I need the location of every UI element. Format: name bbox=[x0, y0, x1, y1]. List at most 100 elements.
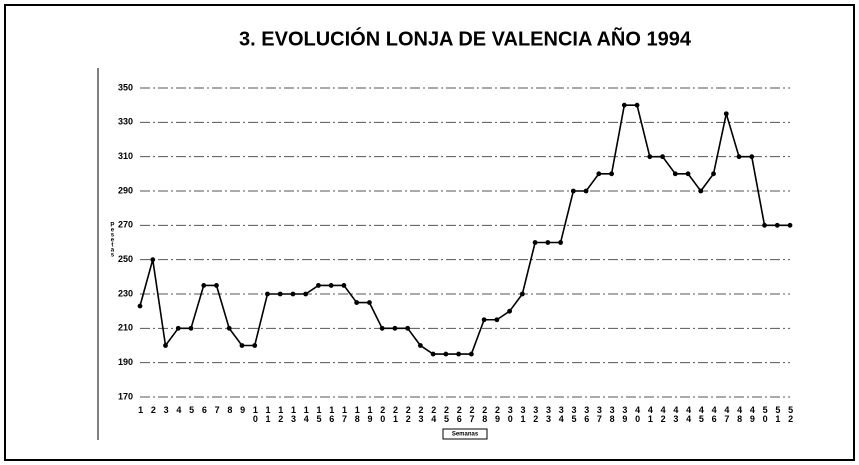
point bbox=[685, 171, 691, 177]
x-tick-label: 15 bbox=[314, 405, 324, 423]
point bbox=[226, 325, 232, 331]
point bbox=[328, 283, 334, 288]
point bbox=[647, 154, 653, 160]
y-tick-label: 190 bbox=[118, 357, 133, 367]
x-tick-label: 35 bbox=[569, 405, 579, 423]
x-tick-label: 7 bbox=[212, 405, 222, 414]
point bbox=[354, 300, 360, 305]
y-tick-label: 230 bbox=[118, 288, 133, 298]
x-tick-label: 14 bbox=[301, 405, 311, 423]
x-tick-label: 44 bbox=[684, 405, 694, 423]
x-label-box bbox=[442, 428, 488, 440]
x-tick-label: 31 bbox=[518, 405, 528, 423]
x-tick-label: 29 bbox=[492, 405, 502, 423]
point bbox=[532, 240, 538, 245]
point bbox=[417, 343, 423, 348]
x-tick-label: 18 bbox=[352, 405, 362, 423]
point bbox=[711, 171, 716, 177]
x-tick-label: 27 bbox=[467, 405, 477, 423]
point bbox=[698, 188, 704, 194]
point bbox=[660, 154, 665, 160]
point bbox=[609, 171, 614, 177]
point bbox=[545, 240, 551, 245]
x-tick-label: 23 bbox=[416, 405, 426, 423]
y-axis-label: Pesetas bbox=[109, 223, 115, 258]
y-tick-label: 250 bbox=[118, 254, 133, 264]
point bbox=[277, 291, 283, 297]
x-tick-label: 47 bbox=[722, 405, 732, 423]
line bbox=[139, 104, 790, 355]
point bbox=[634, 102, 640, 108]
point bbox=[456, 351, 462, 357]
x-tick-label: 3 bbox=[161, 405, 171, 414]
point bbox=[583, 188, 589, 194]
x-tick-label: 21 bbox=[391, 405, 401, 423]
point bbox=[379, 325, 385, 331]
x-tick-label: 4 bbox=[174, 405, 184, 414]
point bbox=[468, 351, 474, 357]
point bbox=[239, 343, 245, 348]
point bbox=[774, 222, 780, 228]
x-tick-label: 6 bbox=[199, 405, 209, 414]
x-tick-label: 13 bbox=[289, 405, 299, 423]
point bbox=[392, 325, 398, 331]
x-tick-label: 25 bbox=[442, 405, 452, 423]
x-tick-label: 49 bbox=[747, 405, 757, 423]
y-tick-label: 270 bbox=[118, 220, 133, 230]
x-tick-label: 19 bbox=[365, 405, 375, 423]
point bbox=[507, 308, 513, 314]
point bbox=[558, 240, 563, 245]
x-tick-label: 28 bbox=[480, 405, 490, 423]
point bbox=[252, 343, 258, 348]
point bbox=[265, 291, 270, 297]
x-tick-label: 40 bbox=[633, 405, 643, 423]
x-tick-label: 32 bbox=[531, 405, 541, 423]
x-tick-label: 16 bbox=[327, 405, 337, 423]
x-tick-label: 34 bbox=[556, 405, 566, 423]
x-tick-label: 36 bbox=[582, 405, 592, 423]
point bbox=[201, 283, 207, 288]
x-tick-label: 17 bbox=[340, 405, 350, 423]
y-tick-label: 350 bbox=[118, 82, 133, 92]
point bbox=[672, 171, 678, 177]
x-tick-label: 10 bbox=[250, 405, 260, 423]
x-tick-label: 9 bbox=[238, 405, 248, 414]
x-tick-label: 24 bbox=[429, 405, 439, 423]
point bbox=[175, 325, 181, 331]
y-tick-label: 290 bbox=[118, 185, 133, 195]
x-tick-label: 45 bbox=[696, 405, 706, 423]
x-tick-label: 37 bbox=[594, 405, 604, 423]
x-tick-label: 38 bbox=[607, 405, 617, 423]
x-tick-label: 50 bbox=[760, 405, 770, 423]
x-tick-label: 41 bbox=[645, 405, 655, 423]
point bbox=[316, 283, 321, 288]
y-tick-label: 330 bbox=[118, 117, 133, 127]
frame bbox=[4, 4, 855, 461]
point bbox=[519, 291, 525, 297]
x-tick-label: 48 bbox=[735, 405, 745, 423]
point bbox=[137, 303, 143, 309]
y-tick-label: 170 bbox=[118, 391, 133, 401]
point bbox=[290, 291, 296, 297]
x-tick-label: 42 bbox=[658, 405, 668, 423]
point bbox=[214, 283, 219, 288]
point bbox=[570, 188, 576, 194]
x-tick-label: 30 bbox=[505, 405, 515, 423]
point bbox=[150, 257, 156, 263]
x-tick-label: 26 bbox=[454, 405, 464, 423]
point bbox=[596, 171, 602, 177]
point bbox=[736, 154, 742, 160]
point bbox=[481, 317, 487, 323]
point bbox=[723, 111, 729, 117]
point bbox=[621, 102, 627, 108]
x-tick-label: 33 bbox=[543, 405, 553, 423]
point bbox=[787, 222, 793, 228]
point bbox=[188, 325, 194, 331]
point bbox=[367, 300, 372, 305]
x-tick-label: 46 bbox=[709, 405, 719, 423]
point bbox=[303, 291, 309, 297]
chart-title: 3. EVOLUCIÓN LONJA DE VALENCIA AÑO 1994 bbox=[239, 26, 692, 50]
x-tick-label: 1 bbox=[136, 405, 146, 414]
x-tick-label: 20 bbox=[378, 405, 388, 423]
